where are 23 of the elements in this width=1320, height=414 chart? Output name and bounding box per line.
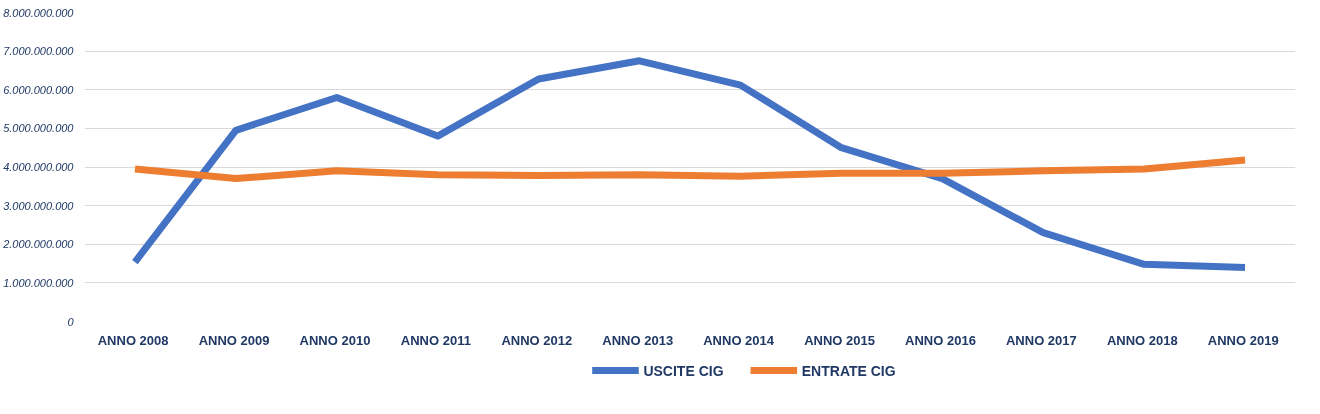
y-tick-label: 5.000.000.000 (3, 122, 75, 135)
y-tick-label: 2.000.000.000 (2, 238, 75, 251)
y-tick-label: 4.000.000.000 (3, 161, 75, 173)
y-tick-label: 8.000.000.000 (3, 6, 75, 19)
x-tick-label: ANNO 2012 (501, 332, 573, 348)
x-tick-label: ANNO 2017 (1006, 332, 1077, 348)
y-tick-label: 6.000.000.000 (3, 83, 75, 96)
legend-label: USCITE CIG (643, 362, 724, 379)
x-tick-label: ANNO 2018 (1106, 332, 1178, 348)
x-tick-label: ANNO 2009 (198, 332, 270, 348)
y-tick-label: 3.000.000.000 (3, 199, 75, 212)
x-tick-label: ANNO 2011 (400, 332, 471, 348)
x-tick-label: ANNO 2014 (703, 332, 775, 348)
y-tick-label: 0 (67, 315, 75, 328)
x-tick-label: ANNO 2015 (804, 332, 875, 348)
x-tick-label: ANNO 2008 (97, 332, 169, 348)
x-tick-label: ANNO 2010 (299, 332, 371, 348)
x-tick-label: ANNO 2013 (602, 332, 674, 348)
legend-label: ENTRATE CIG (801, 362, 896, 379)
x-tick-label: ANNO 2019 (1207, 332, 1279, 348)
y-tick-label: 1.000.000.000 (3, 276, 75, 289)
x-tick-label: ANNO 2016 (905, 332, 976, 348)
y-tick-label: 7.000.000.000 (3, 45, 75, 58)
